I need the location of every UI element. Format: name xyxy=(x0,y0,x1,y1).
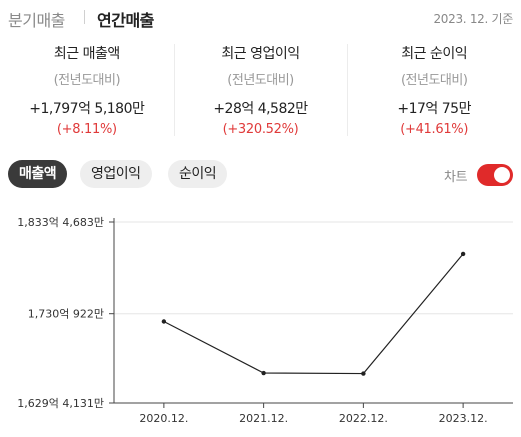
metric-tab-sales[interactable]: 매출액 xyxy=(8,160,68,188)
summary-panel: 최근 매출액 (전년도대비) +1,797억 5,180만 (+8.11%) 최… xyxy=(0,38,521,138)
tab-quarterly-sales[interactable]: 분기매출 xyxy=(8,11,65,30)
summary-label: 최근 영업이익 xyxy=(221,46,300,62)
chart-toggle-label: 차트 xyxy=(444,170,468,185)
summary-label: 최근 순이익 xyxy=(401,46,468,62)
summary-net-income: 최근 순이익 (전년도대비) +17억 75만 (+41.61%) xyxy=(347,38,521,138)
summary-sales: 최근 매출액 (전년도대비) +1,797억 5,180만 (+8.11%) xyxy=(0,38,174,138)
toggle-knob xyxy=(494,167,510,183)
x-tick-label: 2023.12. xyxy=(439,412,488,425)
summary-change: (+320.52%) xyxy=(222,122,299,137)
summary-value: +28억 4,582만 xyxy=(213,101,308,117)
data-point xyxy=(361,371,366,376)
summary-value: +1,797억 5,180만 xyxy=(29,101,145,117)
series-line xyxy=(163,253,464,375)
period-header: 분기매출 연간매출 2023. 12. 기준 xyxy=(0,0,521,34)
y-tick-label: 1,833억 4,683만 xyxy=(17,216,104,229)
y-tick-label: 1,730억 922만 xyxy=(28,308,104,321)
data-point xyxy=(161,319,167,324)
metric-tab-net-income[interactable]: 순이익 xyxy=(168,160,228,188)
chart-toggle[interactable] xyxy=(477,164,513,186)
x-tick-label: 2021.12. xyxy=(239,412,288,425)
sales-line-chart: 1,629억 4,131만 1,730억 922만 1,833억 4,683만 202… xyxy=(17,216,513,425)
y-tick-label: 1,629억 4,131만 xyxy=(17,397,104,410)
tab-annual-sales[interactable]: 연간매출 xyxy=(97,11,154,30)
data-point xyxy=(460,251,466,257)
data-point xyxy=(261,370,266,376)
base-date: 2023. 12. 기준 xyxy=(433,12,513,26)
summary-change: (+41.61%) xyxy=(400,122,469,137)
summary-value: +17억 75만 xyxy=(397,101,471,117)
summary-sub: (전년도대비) xyxy=(53,73,121,88)
tab-divider xyxy=(84,10,85,24)
metric-tab-operating-income[interactable]: 영업이익 xyxy=(80,160,152,188)
summary-change: (+8.11%) xyxy=(56,122,117,137)
summary-sub: (전년도대비) xyxy=(400,73,468,88)
x-tick-label: 2022.12. xyxy=(339,412,388,425)
summary-operating-income: 최근 영업이익 (전년도대비) +28억 4,582만 (+320.52%) xyxy=(173,38,348,138)
x-tick-label: 2020.12. xyxy=(139,412,188,425)
summary-label: 최근 매출액 xyxy=(53,46,120,62)
summary-sub: (전년도대비) xyxy=(227,73,294,88)
